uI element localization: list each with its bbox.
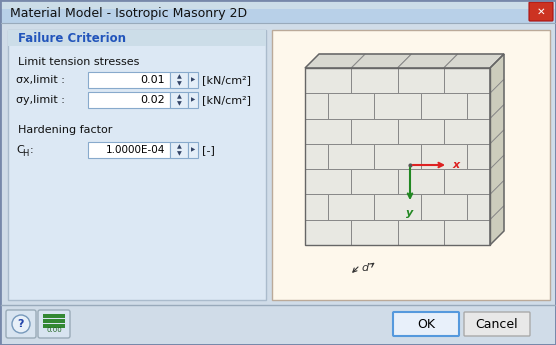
Polygon shape bbox=[421, 144, 467, 169]
Text: Failure Criterion: Failure Criterion bbox=[18, 31, 126, 45]
Text: [kN/cm²]: [kN/cm²] bbox=[202, 75, 251, 85]
FancyBboxPatch shape bbox=[43, 319, 65, 323]
Text: OK: OK bbox=[417, 317, 435, 331]
Text: ▶: ▶ bbox=[191, 78, 195, 82]
Text: d: d bbox=[361, 263, 369, 273]
FancyBboxPatch shape bbox=[170, 92, 188, 108]
Polygon shape bbox=[305, 144, 328, 169]
Polygon shape bbox=[444, 68, 490, 93]
Polygon shape bbox=[398, 68, 444, 93]
Polygon shape bbox=[467, 195, 490, 220]
Polygon shape bbox=[374, 195, 421, 220]
Text: Material Model - Isotropic Masonry 2D: Material Model - Isotropic Masonry 2D bbox=[10, 7, 247, 20]
FancyBboxPatch shape bbox=[188, 92, 198, 108]
Polygon shape bbox=[467, 93, 490, 119]
FancyBboxPatch shape bbox=[88, 142, 170, 158]
Text: Hardening factor: Hardening factor bbox=[18, 125, 112, 135]
FancyBboxPatch shape bbox=[393, 312, 459, 336]
FancyBboxPatch shape bbox=[88, 72, 170, 88]
FancyBboxPatch shape bbox=[464, 312, 530, 336]
Polygon shape bbox=[490, 206, 504, 245]
FancyBboxPatch shape bbox=[1, 1, 555, 23]
FancyBboxPatch shape bbox=[1, 23, 555, 321]
Polygon shape bbox=[398, 54, 458, 68]
Text: H: H bbox=[22, 148, 28, 158]
Polygon shape bbox=[444, 220, 490, 245]
FancyBboxPatch shape bbox=[6, 310, 36, 338]
Text: C: C bbox=[16, 145, 24, 155]
Text: 0.00: 0.00 bbox=[46, 327, 62, 333]
FancyBboxPatch shape bbox=[1, 305, 555, 344]
Text: :: : bbox=[30, 145, 33, 155]
Polygon shape bbox=[374, 144, 421, 169]
FancyBboxPatch shape bbox=[43, 324, 65, 328]
FancyBboxPatch shape bbox=[88, 92, 170, 108]
Polygon shape bbox=[351, 54, 411, 68]
Text: ▼: ▼ bbox=[177, 151, 181, 156]
Polygon shape bbox=[444, 119, 490, 144]
Text: [-]: [-] bbox=[202, 145, 215, 155]
Polygon shape bbox=[305, 54, 365, 68]
Text: ✕: ✕ bbox=[537, 7, 545, 17]
Polygon shape bbox=[351, 68, 398, 93]
Polygon shape bbox=[305, 169, 351, 195]
Polygon shape bbox=[490, 54, 504, 93]
Text: 0.01: 0.01 bbox=[140, 75, 165, 85]
Polygon shape bbox=[421, 93, 467, 119]
Polygon shape bbox=[490, 130, 504, 169]
Text: ▲: ▲ bbox=[177, 74, 181, 79]
Polygon shape bbox=[398, 220, 444, 245]
Polygon shape bbox=[305, 119, 351, 144]
FancyBboxPatch shape bbox=[1, 1, 555, 9]
Text: ▲: ▲ bbox=[177, 144, 181, 149]
Polygon shape bbox=[328, 144, 374, 169]
Polygon shape bbox=[490, 105, 504, 144]
Polygon shape bbox=[305, 220, 351, 245]
Polygon shape bbox=[490, 155, 504, 195]
FancyBboxPatch shape bbox=[43, 314, 65, 318]
Polygon shape bbox=[444, 169, 490, 195]
Polygon shape bbox=[328, 93, 374, 119]
Text: σy,limit :: σy,limit : bbox=[16, 95, 65, 105]
Text: 1.0000E-04: 1.0000E-04 bbox=[106, 145, 165, 155]
Text: [kN/cm²]: [kN/cm²] bbox=[202, 95, 251, 105]
FancyBboxPatch shape bbox=[170, 142, 188, 158]
FancyBboxPatch shape bbox=[8, 30, 266, 46]
Polygon shape bbox=[351, 119, 398, 144]
Text: ▼: ▼ bbox=[177, 81, 181, 86]
Polygon shape bbox=[467, 144, 490, 169]
FancyBboxPatch shape bbox=[8, 30, 266, 300]
Text: ▼: ▼ bbox=[177, 101, 181, 106]
Text: 0.02: 0.02 bbox=[140, 95, 165, 105]
Polygon shape bbox=[421, 195, 467, 220]
Polygon shape bbox=[444, 54, 504, 68]
Text: ▲: ▲ bbox=[177, 94, 181, 99]
FancyBboxPatch shape bbox=[38, 310, 70, 338]
Text: Cancel: Cancel bbox=[476, 317, 518, 331]
Text: ▶: ▶ bbox=[191, 148, 195, 152]
FancyBboxPatch shape bbox=[170, 72, 188, 88]
Polygon shape bbox=[374, 93, 421, 119]
Text: x: x bbox=[452, 160, 459, 170]
Polygon shape bbox=[490, 79, 504, 119]
Polygon shape bbox=[305, 93, 328, 119]
Polygon shape bbox=[305, 195, 328, 220]
Polygon shape bbox=[398, 119, 444, 144]
Polygon shape bbox=[351, 169, 398, 195]
Polygon shape bbox=[351, 220, 398, 245]
FancyBboxPatch shape bbox=[272, 30, 550, 300]
Text: σx,limit :: σx,limit : bbox=[16, 75, 65, 85]
Circle shape bbox=[12, 315, 30, 333]
FancyBboxPatch shape bbox=[188, 142, 198, 158]
Text: ?: ? bbox=[18, 319, 24, 329]
Text: Limit tension stresses: Limit tension stresses bbox=[18, 57, 140, 67]
FancyBboxPatch shape bbox=[529, 2, 553, 21]
Polygon shape bbox=[328, 195, 374, 220]
Text: y: y bbox=[406, 208, 414, 218]
Polygon shape bbox=[398, 169, 444, 195]
Polygon shape bbox=[305, 68, 351, 93]
Polygon shape bbox=[490, 180, 504, 220]
Text: ▶: ▶ bbox=[191, 98, 195, 102]
FancyBboxPatch shape bbox=[188, 72, 198, 88]
